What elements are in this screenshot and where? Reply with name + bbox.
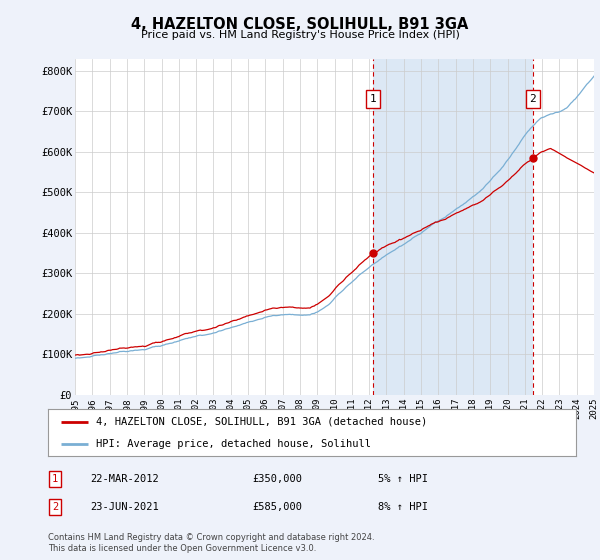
Text: £350,000: £350,000 <box>252 474 302 484</box>
Text: 4, HAZELTON CLOSE, SOLIHULL, B91 3GA (detached house): 4, HAZELTON CLOSE, SOLIHULL, B91 3GA (de… <box>95 417 427 427</box>
Bar <box>373 59 533 395</box>
Text: 23-JUN-2021: 23-JUN-2021 <box>90 502 159 512</box>
Text: Contains HM Land Registry data © Crown copyright and database right 2024.
This d: Contains HM Land Registry data © Crown c… <box>48 533 374 553</box>
Text: 22-MAR-2012: 22-MAR-2012 <box>90 474 159 484</box>
Text: 4, HAZELTON CLOSE, SOLIHULL, B91 3GA: 4, HAZELTON CLOSE, SOLIHULL, B91 3GA <box>131 17 469 32</box>
Text: 1: 1 <box>370 94 376 104</box>
Text: 8% ↑ HPI: 8% ↑ HPI <box>378 502 428 512</box>
Text: HPI: Average price, detached house, Solihull: HPI: Average price, detached house, Soli… <box>95 438 371 449</box>
Text: £585,000: £585,000 <box>252 502 302 512</box>
Text: 1: 1 <box>52 474 58 484</box>
Text: 2: 2 <box>530 94 536 104</box>
Text: 5% ↑ HPI: 5% ↑ HPI <box>378 474 428 484</box>
Text: Price paid vs. HM Land Registry's House Price Index (HPI): Price paid vs. HM Land Registry's House … <box>140 30 460 40</box>
Text: 2: 2 <box>52 502 58 512</box>
